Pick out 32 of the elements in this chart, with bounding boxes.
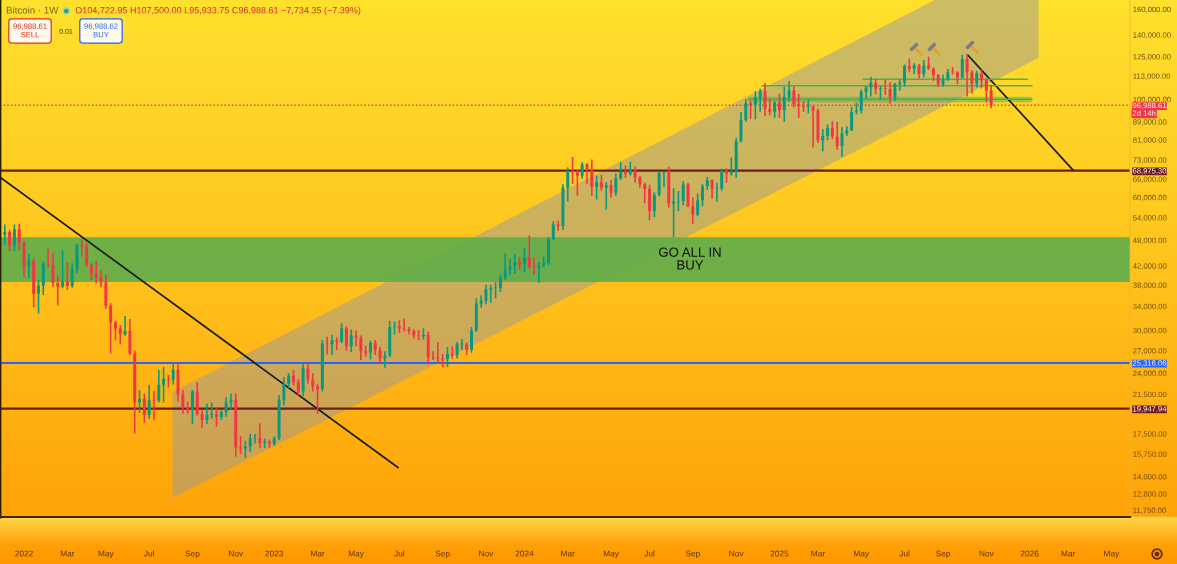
x-tick-label: Mar (561, 550, 575, 557)
x-tick-label: Mar (311, 550, 325, 557)
x-tick-label: Nov (479, 550, 494, 557)
x-tick-label: Nov (729, 550, 744, 557)
x-tick-label: 2022 (15, 550, 33, 557)
x-tick-label: May (603, 550, 619, 559)
candlestick (676, 190, 680, 212)
x-tick-label: Mar (60, 550, 75, 557)
x-tick-label: Jul (899, 550, 910, 557)
x-tick-label: Mar (811, 550, 825, 557)
x-tick-label: May (854, 550, 870, 559)
annotation: O104,722.95 H107,500.00 L95,933.75 C96,988.61 −7,734.35 (−7.39%) (75, 6, 361, 16)
x-tick-label: May (348, 550, 364, 559)
x-tick-label: Nov (979, 550, 994, 557)
candlestick (879, 85, 882, 100)
x-tick-label: May (98, 550, 114, 559)
x-tick-label: Sep (185, 550, 200, 559)
x-tick-label: Sep (936, 550, 951, 559)
x-tick-label: 2026 (1020, 550, 1039, 557)
x-tick-label: Nov (229, 550, 244, 557)
band-label: GO ALL IN BUY (658, 247, 721, 270)
x-tick-label: Jul (644, 550, 655, 557)
text: Bitcoin · 1W (6, 6, 59, 14)
x-tick-label: Sep (435, 550, 450, 559)
x-tick-label: Sep (685, 550, 700, 559)
x-tick-label: May (1104, 550, 1120, 559)
x-tick-label: Mar (1061, 550, 1076, 557)
x-tick-label: 2024 (515, 550, 534, 557)
x-tick-label: 2023 (265, 550, 284, 557)
x-tick-label: Jul (394, 550, 405, 557)
x-tick-label: Jul (143, 550, 154, 557)
x-tick-label: 2025 (770, 550, 789, 557)
